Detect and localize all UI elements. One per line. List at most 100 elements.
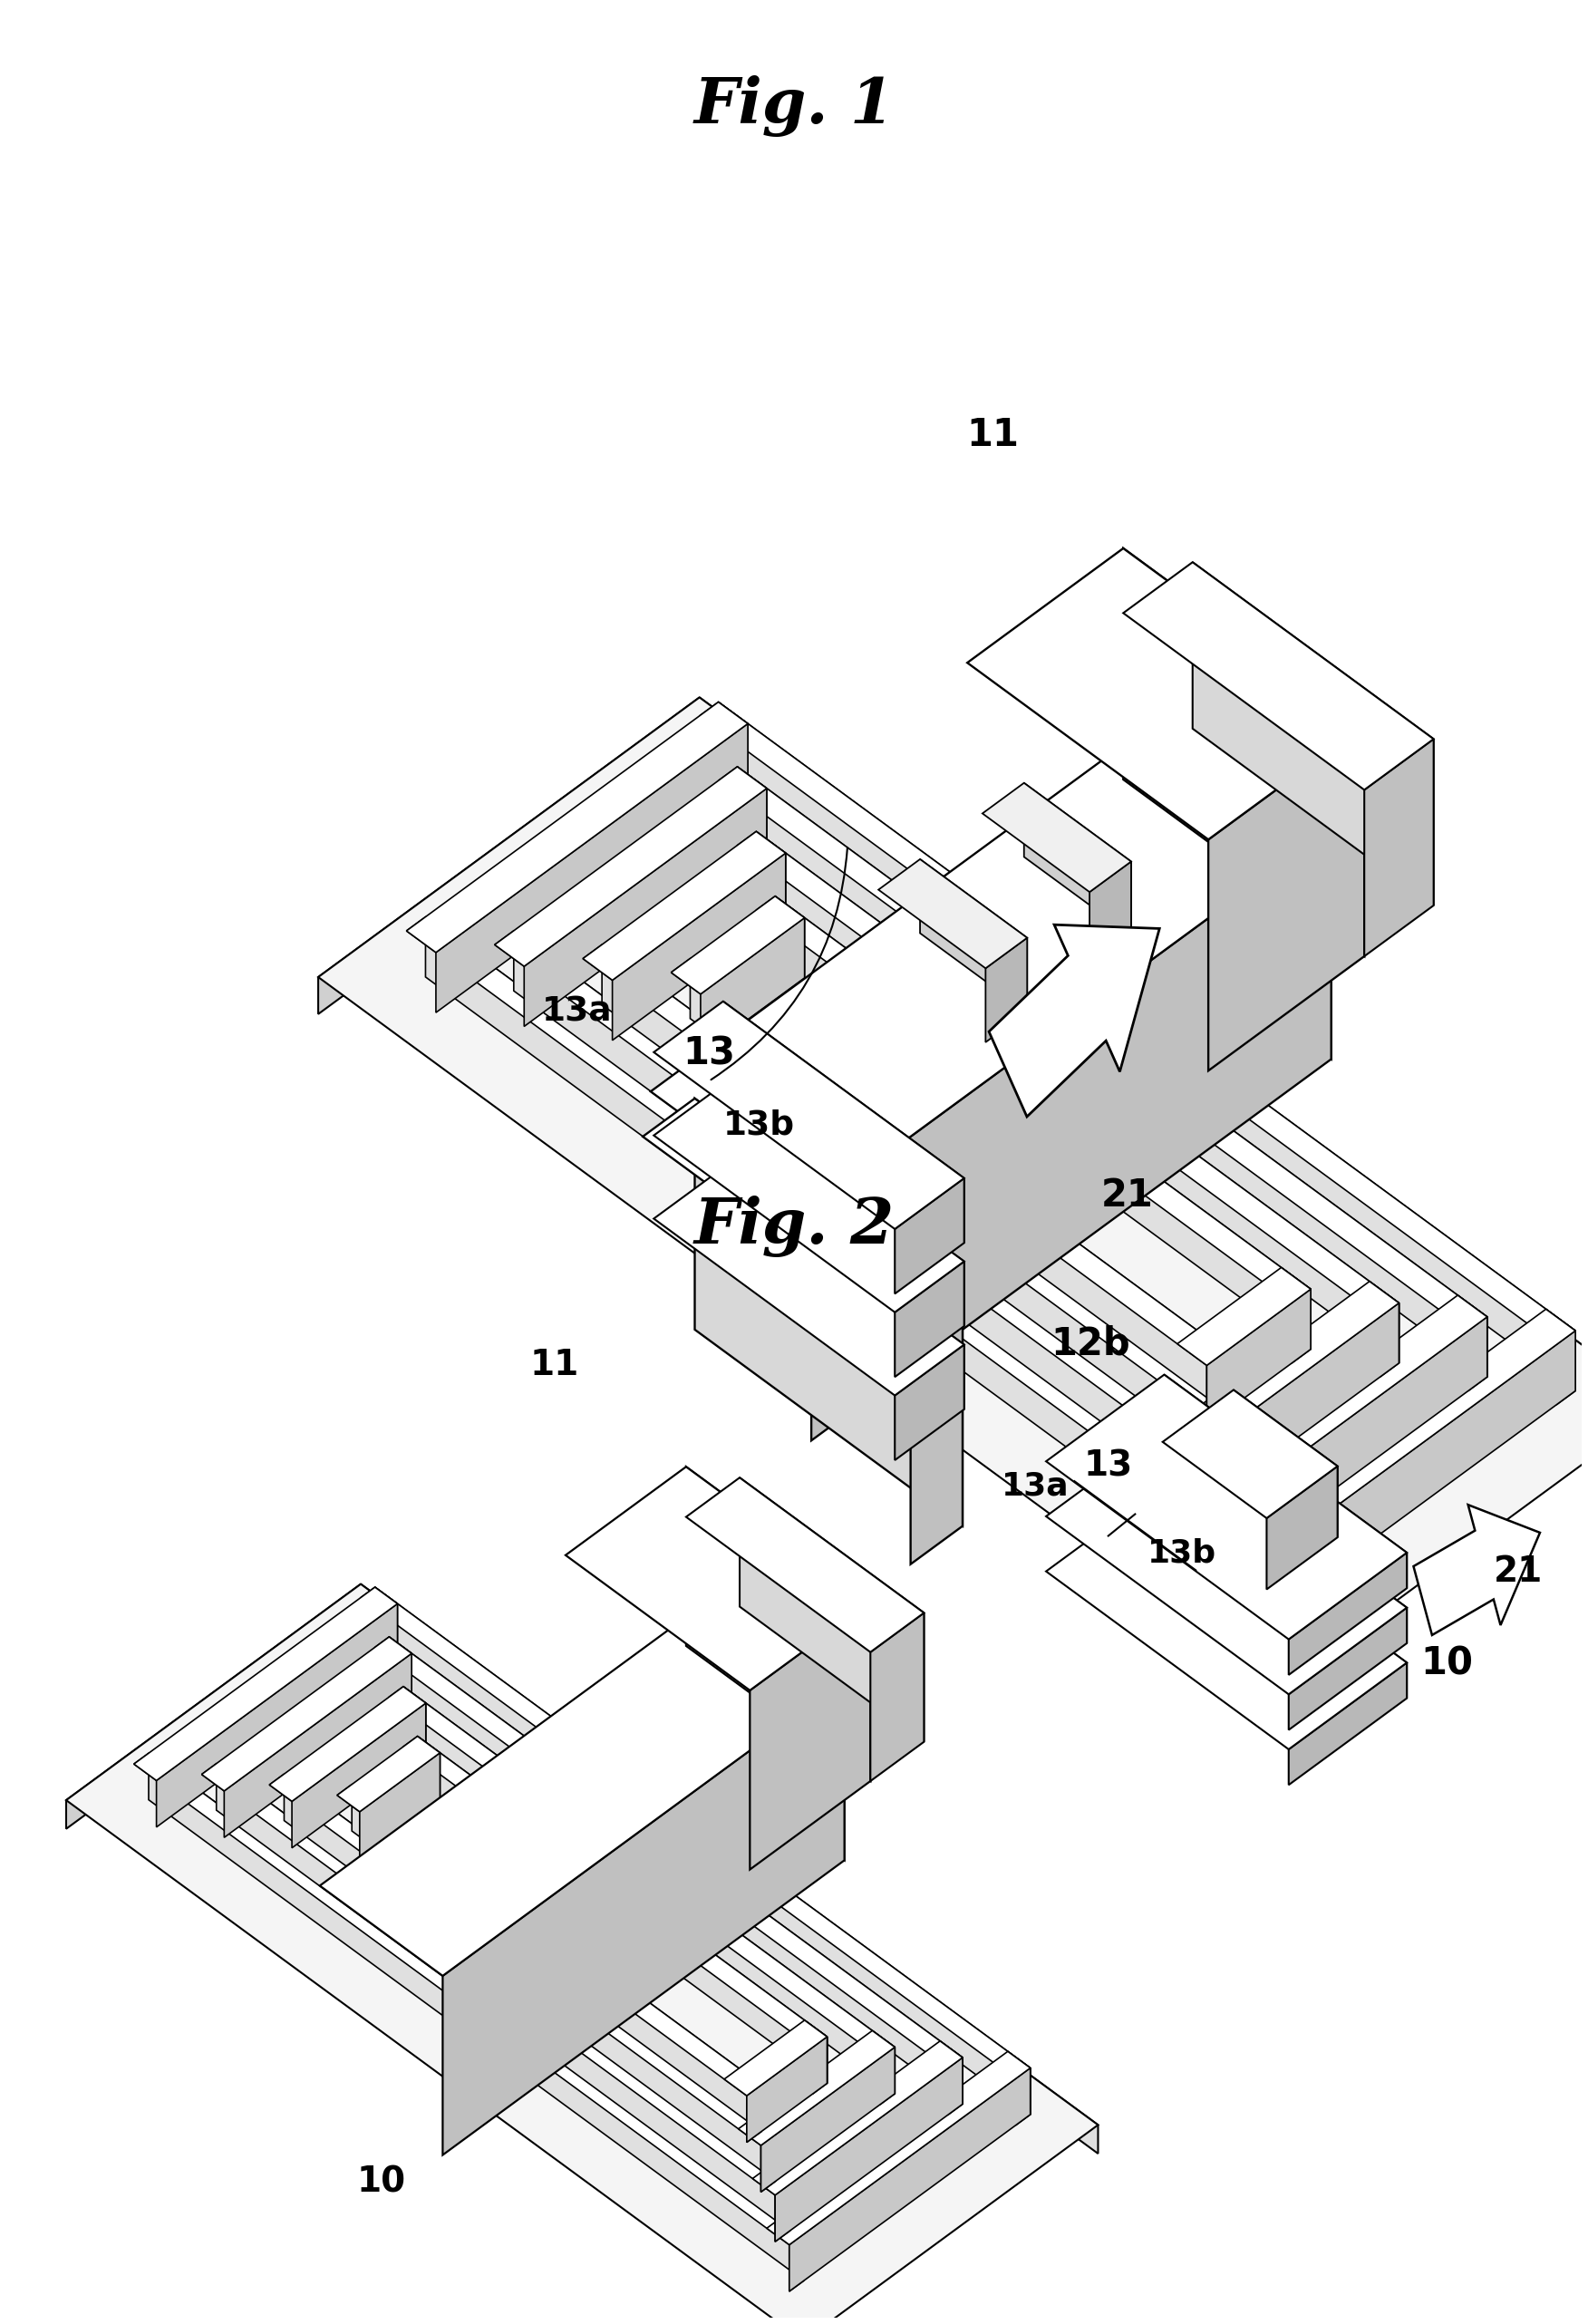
- Polygon shape: [651, 711, 1331, 1208]
- Polygon shape: [1162, 1390, 1337, 1518]
- Polygon shape: [1380, 1304, 1399, 1378]
- FancyArrowPatch shape: [711, 848, 848, 1081]
- Polygon shape: [1024, 783, 1131, 937]
- Polygon shape: [389, 1636, 962, 2103]
- Polygon shape: [750, 1601, 870, 1868]
- Polygon shape: [723, 1167, 964, 1408]
- Polygon shape: [157, 1604, 397, 1827]
- Polygon shape: [292, 1703, 426, 1848]
- Polygon shape: [870, 1613, 924, 1780]
- Polygon shape: [724, 2020, 827, 2096]
- Polygon shape: [418, 1736, 827, 2082]
- Polygon shape: [602, 944, 1245, 1476]
- Polygon shape: [319, 1592, 845, 1975]
- Polygon shape: [1193, 562, 1434, 906]
- Polygon shape: [133, 1752, 804, 2245]
- Polygon shape: [1164, 1429, 1407, 1643]
- Polygon shape: [894, 1346, 964, 1459]
- Text: 21: 21: [1493, 1555, 1542, 1590]
- Polygon shape: [359, 1752, 440, 1859]
- Polygon shape: [1264, 1545, 1283, 1620]
- Polygon shape: [495, 767, 767, 967]
- Polygon shape: [672, 957, 1226, 1367]
- Text: 13: 13: [683, 1034, 735, 1071]
- Polygon shape: [967, 548, 1364, 839]
- Polygon shape: [737, 832, 1399, 1318]
- Polygon shape: [811, 827, 1331, 1441]
- Polygon shape: [686, 1478, 924, 1652]
- Polygon shape: [983, 783, 1131, 892]
- Polygon shape: [1215, 1294, 1488, 1494]
- Polygon shape: [403, 1736, 827, 2047]
- Polygon shape: [360, 1587, 1031, 2078]
- Polygon shape: [1046, 1429, 1407, 1694]
- Polygon shape: [426, 918, 1283, 1606]
- Polygon shape: [1364, 739, 1434, 955]
- Polygon shape: [738, 2031, 894, 2145]
- Polygon shape: [613, 853, 786, 1041]
- Polygon shape: [894, 1262, 964, 1376]
- Polygon shape: [775, 2057, 962, 2243]
- Polygon shape: [1123, 548, 1364, 955]
- Polygon shape: [1016, 2068, 1031, 2126]
- Polygon shape: [1245, 1318, 1488, 1555]
- Polygon shape: [1413, 1504, 1540, 1636]
- Polygon shape: [746, 2085, 762, 2143]
- Polygon shape: [403, 1687, 894, 2094]
- Polygon shape: [805, 2020, 827, 2082]
- Text: 11: 11: [967, 416, 1019, 453]
- Polygon shape: [643, 1099, 962, 1334]
- Text: 10: 10: [1421, 1645, 1474, 1683]
- Polygon shape: [756, 832, 786, 913]
- Polygon shape: [437, 723, 748, 1013]
- Polygon shape: [654, 1085, 964, 1313]
- Polygon shape: [1164, 1376, 1407, 1587]
- Text: 13a: 13a: [1000, 1471, 1069, 1501]
- Polygon shape: [318, 697, 1588, 1685]
- Polygon shape: [495, 930, 1264, 1494]
- Polygon shape: [986, 939, 1027, 1041]
- Polygon shape: [270, 1687, 426, 1801]
- Polygon shape: [407, 918, 1283, 1559]
- Polygon shape: [723, 1002, 964, 1243]
- Polygon shape: [418, 1736, 440, 1799]
- Polygon shape: [149, 1752, 804, 2280]
- Polygon shape: [940, 2040, 962, 2103]
- Polygon shape: [1046, 1376, 1407, 1638]
- Polygon shape: [872, 2031, 894, 2094]
- Polygon shape: [880, 2047, 894, 2106]
- Polygon shape: [989, 925, 1159, 1118]
- Polygon shape: [672, 897, 805, 995]
- Polygon shape: [1291, 1290, 1310, 1364]
- Polygon shape: [700, 918, 805, 1055]
- Polygon shape: [694, 1099, 962, 1527]
- Polygon shape: [756, 897, 1310, 1304]
- Polygon shape: [775, 2185, 789, 2243]
- Polygon shape: [284, 1773, 775, 2182]
- Polygon shape: [375, 1587, 1031, 2115]
- Polygon shape: [775, 897, 1310, 1350]
- Polygon shape: [1547, 1308, 1575, 1390]
- Polygon shape: [789, 2233, 804, 2291]
- Text: 10: 10: [357, 2164, 407, 2199]
- Text: 12b: 12b: [1051, 1325, 1131, 1362]
- Polygon shape: [403, 1687, 426, 1750]
- Polygon shape: [737, 767, 1488, 1376]
- Polygon shape: [583, 944, 1245, 1429]
- Polygon shape: [353, 1785, 762, 2131]
- Polygon shape: [443, 1680, 845, 2154]
- Polygon shape: [699, 702, 1575, 1346]
- Polygon shape: [1458, 1294, 1488, 1376]
- Polygon shape: [1177, 1267, 1310, 1367]
- Polygon shape: [202, 1764, 789, 2196]
- Polygon shape: [878, 860, 1027, 969]
- Polygon shape: [686, 1466, 870, 1780]
- Polygon shape: [654, 1002, 964, 1229]
- Polygon shape: [407, 702, 748, 953]
- Polygon shape: [948, 2057, 962, 2115]
- Polygon shape: [1289, 1662, 1407, 1785]
- Polygon shape: [721, 1592, 845, 1859]
- Polygon shape: [919, 860, 1027, 1011]
- Polygon shape: [1282, 1267, 1310, 1350]
- Polygon shape: [894, 1178, 964, 1294]
